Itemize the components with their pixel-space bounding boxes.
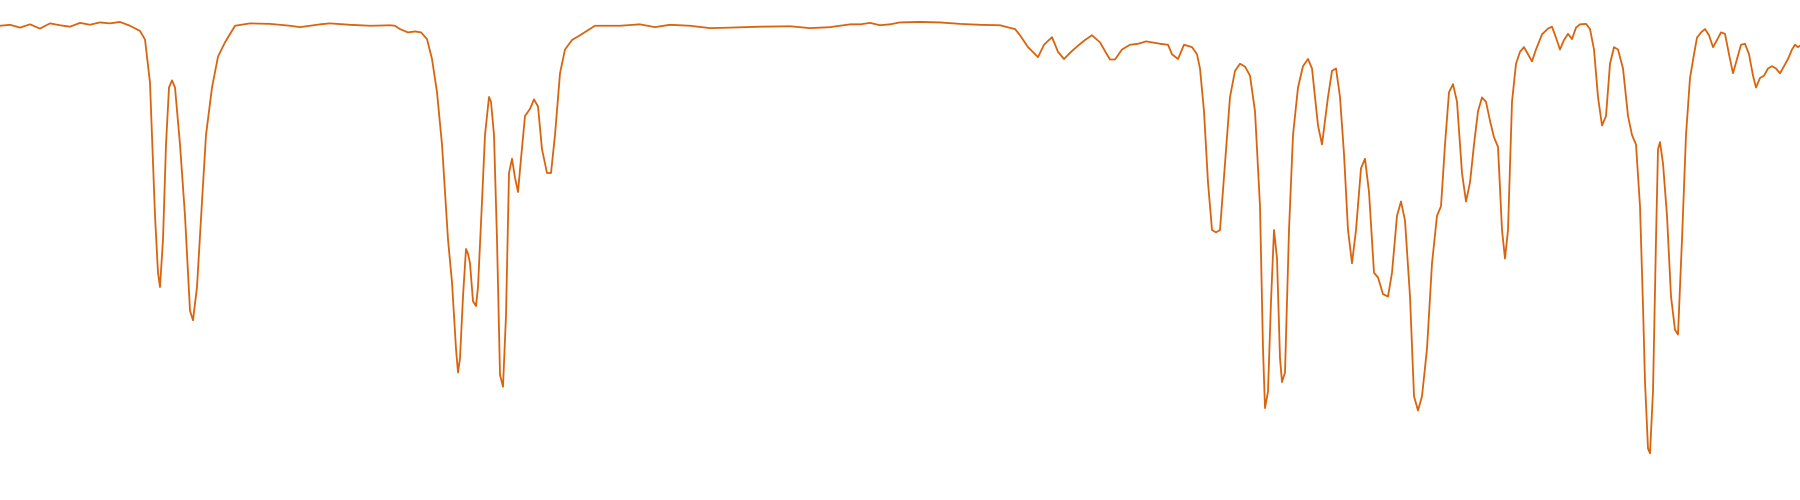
series-layer bbox=[0, 21, 1800, 455]
series-line-1 bbox=[0, 21, 1800, 455]
